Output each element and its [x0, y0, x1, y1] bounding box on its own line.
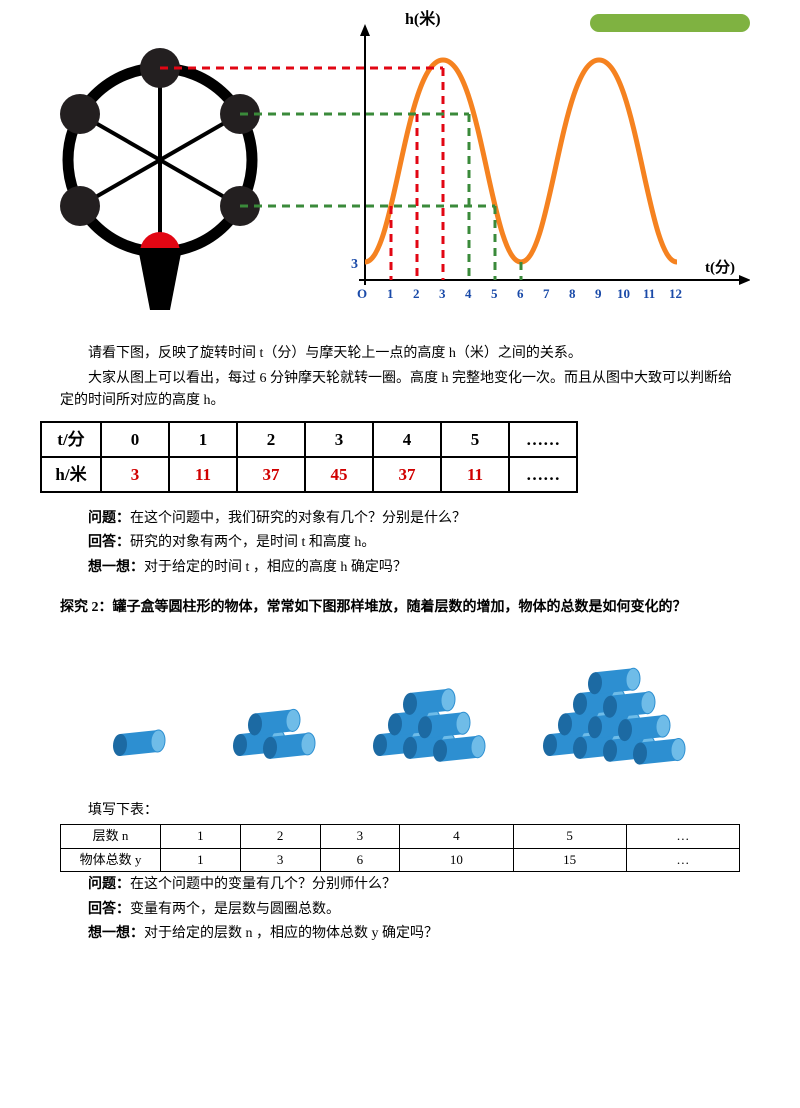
- ferris-wheel-figure: h(米) t(分) 3: [30, 10, 740, 328]
- decoration-bar: [590, 14, 750, 32]
- svg-text:6: 6: [517, 286, 524, 301]
- qa1-question: 问题：在这个问题中，我们研究的对象有几个？分别是什么？: [60, 508, 740, 530]
- intro-p2: 大家从图上可以看出，每过 6 分钟摩天轮就转一圈。高度 h 完整地变化一次。而且…: [60, 368, 740, 413]
- intro-p1: 请看下图，反映了旋转时间 t（分）与摩天轮上一点的高度 h（米）之间的关系。: [60, 343, 740, 365]
- svg-text:4: 4: [465, 286, 472, 301]
- svg-text:3: 3: [439, 286, 446, 301]
- xaxis-label: t(分): [705, 259, 735, 276]
- xticks: O 1 2 3 4 5 6 7 8 9 10 11 12: [357, 286, 682, 301]
- qa2-answer: 回答：变量有两个，是层数与圆圈总数。: [60, 899, 740, 921]
- svg-text:9: 9: [595, 286, 602, 301]
- svg-text:11: 11: [643, 286, 655, 301]
- svg-text:O: O: [357, 286, 367, 301]
- svg-text:5: 5: [491, 286, 498, 301]
- yaxis-label: h(米): [405, 10, 441, 28]
- qa1-answer: 回答：研究的对象有两个，是时间 t 和高度 h。: [60, 532, 740, 554]
- svg-text:7: 7: [543, 286, 550, 301]
- cylinder-stacks: [70, 640, 730, 780]
- layer-table: 层数 n 1 2 3 4 5 … 物体总数 y 1 3 6 10 15 …: [60, 824, 740, 873]
- ferris-wheel: [60, 48, 260, 310]
- svg-text:10: 10: [617, 286, 630, 301]
- svg-text:8: 8: [569, 286, 576, 301]
- qa2-question: 问题：在这个问题中的变量有几个？分别师什么？: [60, 874, 740, 896]
- svg-text:1: 1: [387, 286, 394, 301]
- qa1-think: 想一想：对于给定的时间 t ，相应的高度 h 确定吗？: [60, 557, 740, 579]
- qa2-think: 想一想：对于给定的层数 n ，相应的物体总数 y 确定吗？: [60, 923, 740, 945]
- section2-title: 探究 2：罐子盒等圆柱形的物体，常常如下图那样堆放，随着层数的增加，物体的总数是…: [60, 597, 740, 619]
- table2-intro: 填写下表：: [60, 800, 740, 822]
- svg-text:3: 3: [351, 257, 358, 272]
- svg-text:12: 12: [669, 286, 682, 301]
- curve: [365, 60, 677, 262]
- svg-text:2: 2: [413, 286, 420, 301]
- height-table: t/分 0 1 2 3 4 5 …… h/米 3 11 37 45 37 11 …: [40, 421, 578, 493]
